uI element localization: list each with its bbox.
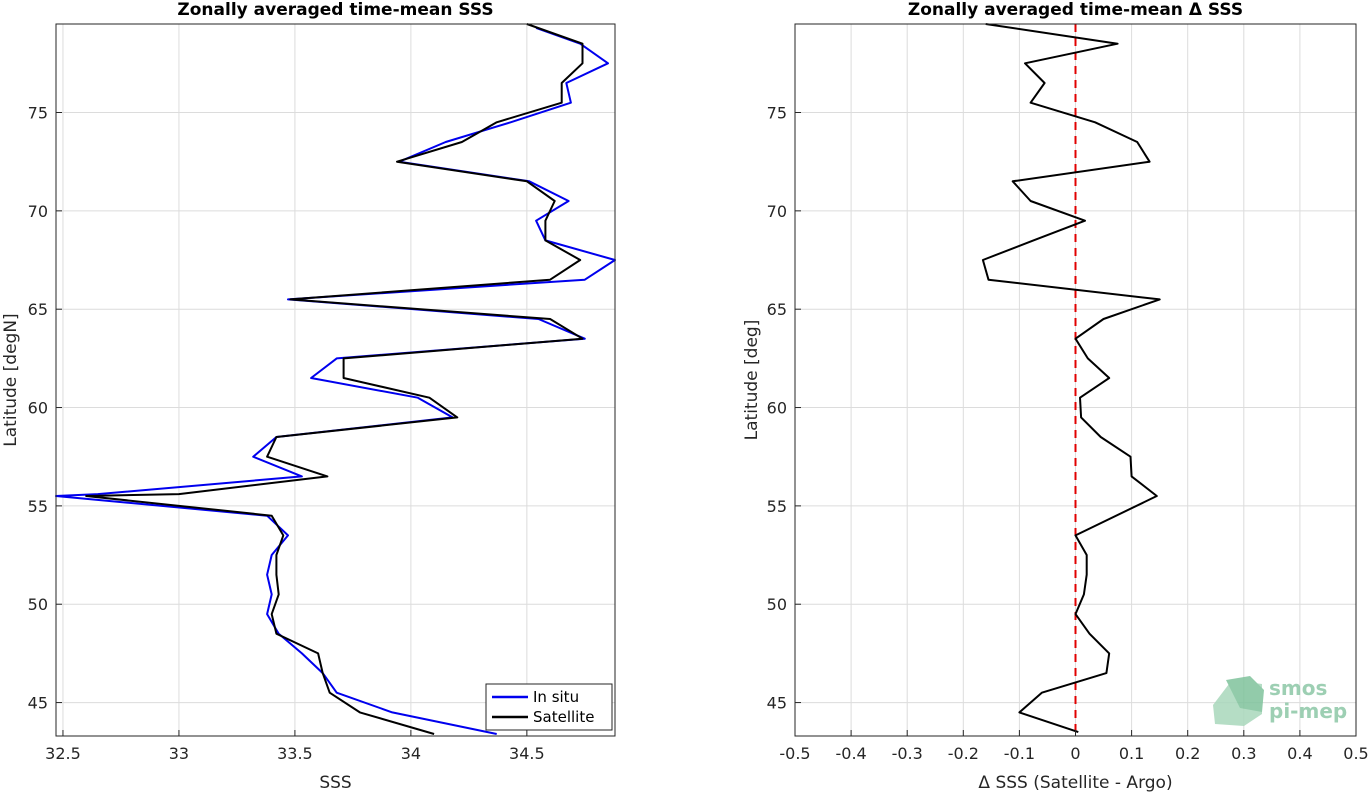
legend: In situ Satellite <box>485 683 613 731</box>
left-axis-box <box>55 23 616 737</box>
right-x-tick-label: 0.2 <box>1175 744 1200 763</box>
left-y-tick-label: 50 <box>28 595 48 614</box>
right-x-tick-label: 0.1 <box>1119 744 1144 763</box>
right-chart-title: Zonally averaged time-mean Δ SSS <box>908 0 1243 20</box>
right-y-tick-label: 50 <box>767 595 787 614</box>
left-y-tick-label: 55 <box>28 497 48 516</box>
smos-pi-mep-logo: smos pi-mep <box>1213 676 1347 726</box>
logo-mark-shade <box>1226 676 1264 712</box>
legend-label-satellite: Satellite <box>533 708 594 726</box>
left-plot-background <box>56 24 615 736</box>
logo-text-smos: smos <box>1269 676 1327 700</box>
right-y-tick-label: 70 <box>767 202 787 221</box>
right-y-tick-label: 60 <box>767 399 787 418</box>
left-grid <box>56 24 615 736</box>
left-x-tick-label: 34 <box>401 744 421 763</box>
left-chart-title: Zonally averaged time-mean SSS <box>177 0 493 20</box>
left-series-line-in-situ <box>55 26 616 735</box>
right-y-tick-label: 65 <box>767 300 787 319</box>
left-series <box>55 23 616 735</box>
left-y-tick-label: 70 <box>28 202 48 221</box>
left-x-tick-label: 34.5 <box>509 744 545 763</box>
right-y-tick-label: 75 <box>767 104 787 123</box>
legend-box <box>485 683 613 731</box>
right-x-axis-label: Δ SSS (Satellite - Argo) <box>978 773 1172 793</box>
right-series <box>981 23 1161 734</box>
right-x-tick-label: -0.2 <box>948 744 979 763</box>
right-x-tick-label: 0 <box>1070 744 1080 763</box>
right-axes: smos pi-mep -0.5 -0.4 -0.3 -0.2 -0.1 0 0.1 0.2 0… <box>742 0 1369 793</box>
left-y-tick-label: 60 <box>28 399 48 418</box>
left-x-tick-label: 33.5 <box>277 744 313 763</box>
right-x-tick-label: 0.5 <box>1343 744 1368 763</box>
left-y-tick-label: 75 <box>28 104 48 123</box>
left-y-tick-label: 65 <box>28 300 48 319</box>
right-x-tick-label: -0.3 <box>892 744 923 763</box>
left-x-tick-label: 33 <box>169 744 189 763</box>
right-y-axis-label: Latitude [deg] <box>742 320 762 441</box>
logo-text-pi-mep: pi-mep <box>1269 699 1347 723</box>
right-series-line-delta-sss <box>981 23 1161 734</box>
left-axes: 32.5 33 33.5 34 34.5 45 50 55 60 65 70 75 Zonally a… <box>1 0 616 793</box>
left-ticks: 32.5 33 33.5 34 34.5 45 50 55 60 65 70 75 <box>28 104 545 763</box>
left-x-axis-label: SSS <box>319 773 351 793</box>
left-series-line-satellite <box>85 23 584 735</box>
right-x-tick-label: 0.3 <box>1231 744 1256 763</box>
left-y-tick-label: 45 <box>28 694 48 713</box>
legend-label-in-situ: In situ <box>533 688 579 706</box>
left-y-axis-label: Latitude [degN] <box>1 313 21 446</box>
right-x-tick-label: -0.1 <box>1004 744 1035 763</box>
right-ticks: -0.5 -0.4 -0.3 -0.2 -0.1 0 0.1 0.2 0.3 0.4 0.5 45 50… <box>767 104 1369 763</box>
right-x-tick-label: -0.4 <box>835 744 866 763</box>
right-x-tick-label: -0.5 <box>779 744 810 763</box>
right-y-tick-label: 55 <box>767 497 787 516</box>
right-y-tick-label: 45 <box>767 694 787 713</box>
right-x-tick-label: 0.4 <box>1287 744 1312 763</box>
left-x-tick-label: 32.5 <box>45 744 81 763</box>
